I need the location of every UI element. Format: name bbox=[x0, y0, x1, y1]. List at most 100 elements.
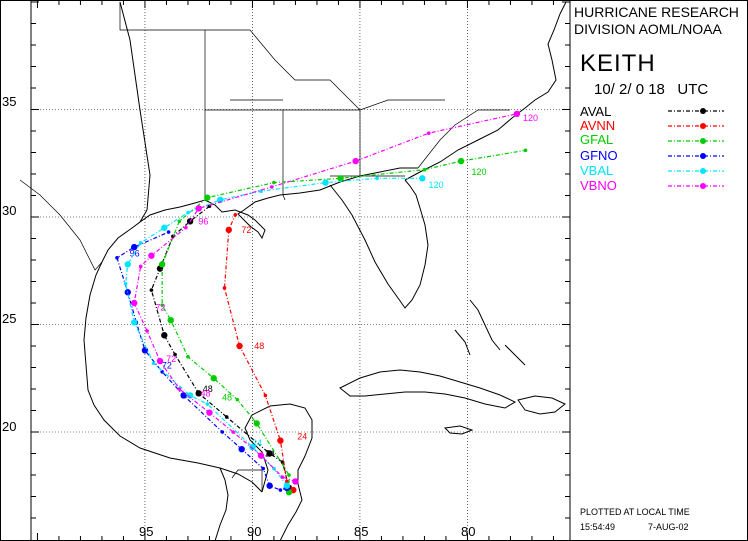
track-point bbox=[149, 288, 154, 292]
track-point bbox=[205, 402, 210, 406]
track-line bbox=[223, 214, 294, 491]
track-point bbox=[249, 443, 256, 451]
track-point bbox=[220, 430, 225, 434]
track-point bbox=[422, 167, 427, 172]
track-point bbox=[337, 175, 344, 182]
track-point bbox=[263, 393, 268, 398]
track-point bbox=[210, 375, 217, 382]
track-point bbox=[278, 488, 283, 492]
track-line bbox=[161, 149, 526, 493]
lon-label-90: 90 bbox=[247, 524, 261, 539]
forecast-datetime: 10/ 2/ 0 18 UTC bbox=[594, 81, 709, 98]
yucatan-coast bbox=[244, 403, 313, 541]
track-point bbox=[457, 157, 465, 165]
track-point bbox=[131, 243, 138, 251]
track-point bbox=[158, 261, 166, 268]
us-mexico-border bbox=[19, 179, 103, 271]
legend-label-gfal: GFAL bbox=[580, 132, 614, 147]
track-point bbox=[156, 357, 164, 365]
plotted-note: PLOTTED AT LOCAL TIME bbox=[580, 507, 690, 517]
lon-label-80: 80 bbox=[461, 524, 475, 539]
coastlines bbox=[83, 1, 567, 541]
track-point bbox=[225, 226, 232, 234]
track-avnn: 24 48 72 bbox=[222, 213, 307, 494]
footer-date: 7-AUG-02 bbox=[648, 522, 689, 532]
track-point bbox=[266, 482, 273, 489]
track-point bbox=[186, 210, 190, 215]
political-borders bbox=[19, 2, 510, 492]
track-point bbox=[238, 446, 245, 453]
storm-name: KEITH bbox=[580, 50, 656, 77]
track-point bbox=[272, 180, 276, 185]
forecast-hour-label: 120 bbox=[523, 113, 538, 123]
lat-label-35: 35 bbox=[2, 94, 16, 109]
track-point bbox=[115, 256, 119, 260]
forecast-hour-label: 48 bbox=[201, 388, 211, 398]
track-point bbox=[233, 213, 238, 217]
lat-label-20: 20 bbox=[2, 419, 16, 434]
track-point bbox=[253, 420, 260, 427]
track-point bbox=[186, 392, 194, 399]
track-point bbox=[375, 176, 379, 181]
footer-time: 15:54:49 bbox=[580, 522, 616, 532]
track-point bbox=[148, 252, 155, 259]
forecast-hour-label: 24 bbox=[297, 431, 307, 441]
axis-ticks bbox=[31, 0, 570, 541]
track-point bbox=[186, 354, 190, 359]
track-point bbox=[257, 452, 265, 459]
track-point bbox=[160, 303, 164, 307]
florida-peninsula bbox=[329, 179, 429, 309]
legend-label-vbno: VBNO bbox=[580, 178, 617, 193]
mexico-guatemala-border bbox=[231, 469, 263, 492]
track-point bbox=[217, 196, 224, 203]
forecast-hour-label: 120 bbox=[428, 180, 443, 190]
lat-label-25: 25 bbox=[2, 311, 16, 326]
legend-marker bbox=[700, 123, 706, 129]
forecast-hour-label: 120 bbox=[471, 167, 486, 177]
track-point bbox=[161, 332, 168, 339]
track-point bbox=[266, 450, 273, 457]
gulf-coast-north bbox=[139, 167, 418, 240]
track-point bbox=[523, 148, 528, 153]
track-point bbox=[180, 392, 187, 399]
track-point bbox=[145, 329, 149, 333]
forecast-hour-label: 24 bbox=[252, 438, 262, 448]
track-point bbox=[195, 390, 202, 397]
track-gfal: 48 120 bbox=[158, 148, 528, 496]
track-point bbox=[195, 205, 202, 212]
lon-label-95: 95 bbox=[139, 524, 153, 539]
track-point bbox=[141, 347, 149, 354]
track-point bbox=[138, 241, 143, 245]
legend-marker bbox=[700, 153, 706, 159]
forecast-hour-label: 24 bbox=[265, 449, 275, 459]
track-point bbox=[261, 466, 266, 471]
track-point bbox=[124, 261, 131, 268]
track-point bbox=[166, 230, 171, 234]
track-point bbox=[123, 281, 128, 286]
track-point bbox=[280, 475, 285, 479]
track-point bbox=[177, 387, 182, 391]
track-point bbox=[352, 157, 359, 165]
track-point bbox=[160, 370, 164, 374]
track-point bbox=[161, 224, 168, 231]
legend-label-vbal: VBAL bbox=[580, 163, 614, 178]
track-point bbox=[167, 317, 174, 324]
legend-marker bbox=[700, 138, 706, 144]
legend-line-samples bbox=[668, 108, 724, 189]
state-borders bbox=[119, 2, 510, 201]
forecast-hour-label: 48 bbox=[222, 393, 232, 403]
track-point bbox=[287, 473, 291, 477]
track-point bbox=[177, 219, 182, 224]
legend-marker bbox=[700, 168, 706, 174]
track-point bbox=[270, 185, 274, 189]
organization-name: HURRICANE RESEARCH DIVISION AOML/NOAA bbox=[574, 4, 739, 38]
track-point bbox=[151, 361, 156, 366]
legend-label-avnn: AVNN bbox=[580, 118, 616, 133]
forecast-hour-label: 96 bbox=[198, 216, 208, 226]
forecast-hour-label: 72 bbox=[166, 354, 176, 364]
org-line-1: HURRICANE RESEARCH bbox=[574, 4, 739, 20]
